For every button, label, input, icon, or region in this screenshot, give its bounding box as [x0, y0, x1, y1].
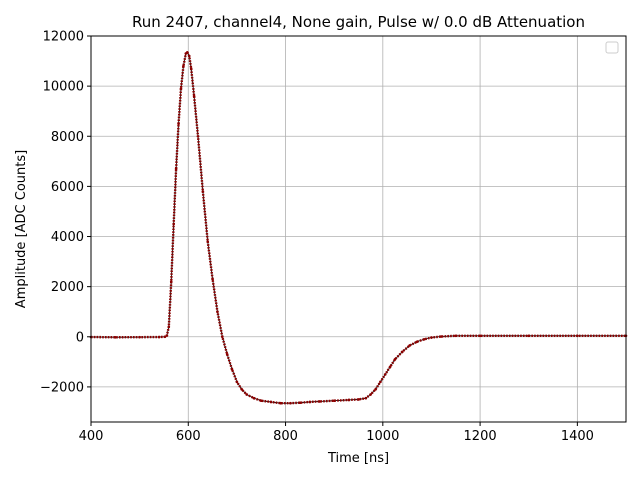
data-point	[379, 380, 382, 384]
chart-title: Run 2407, channel4, None gain, Pulse w/ …	[132, 13, 585, 31]
data-point	[400, 350, 404, 354]
data-point	[245, 393, 248, 396]
series-markers	[90, 51, 626, 405]
data-point	[383, 373, 387, 376]
data-point	[221, 335, 224, 339]
data-point	[165, 334, 169, 337]
data-point	[169, 280, 173, 283]
data-point	[196, 134, 200, 138]
data-point	[216, 310, 219, 314]
plot-frame	[90, 35, 627, 423]
data-point	[167, 325, 171, 329]
x-tick-label: 600	[176, 429, 201, 444]
data-point	[179, 87, 183, 90]
data-point	[174, 167, 178, 171]
y-tick-label: 8000	[51, 130, 84, 145]
legend-box[interactable]	[605, 41, 619, 54]
data-point	[182, 64, 185, 68]
data-point	[186, 50, 189, 54]
data-point	[422, 337, 426, 341]
data-point	[172, 222, 175, 226]
data-point	[201, 190, 205, 193]
data-point	[527, 334, 531, 338]
x-tick-label: 1400	[561, 429, 594, 444]
y-tick-label: −2000	[40, 380, 84, 395]
data-point	[454, 334, 458, 338]
y-tick-label: 6000	[51, 180, 84, 195]
data-point	[318, 400, 321, 403]
data-point	[177, 122, 180, 126]
y-tick-label: 12000	[43, 30, 84, 45]
data-series	[89, 50, 628, 405]
data-point	[211, 277, 214, 281]
x-tick-label: 1200	[464, 429, 497, 444]
x-tick-label: 1000	[366, 429, 399, 444]
data-point	[157, 335, 161, 339]
data-point	[259, 399, 263, 402]
y-axis-ticks: −2000 0 2000 4000 6000 8000 10000 12000	[40, 30, 91, 395]
data-point	[408, 344, 411, 347]
data-point	[364, 396, 368, 400]
data-point	[289, 401, 292, 405]
y-tick-label: 0	[76, 330, 84, 345]
data-point	[252, 396, 256, 400]
x-axis-ticks: 400 600 800 1000 1200 1400	[79, 422, 594, 444]
x-tick-label: 400	[79, 429, 104, 444]
data-point	[439, 335, 443, 338]
data-point	[279, 401, 282, 405]
data-point	[369, 393, 372, 396]
data-point	[393, 358, 397, 361]
y-tick-label: 4000	[51, 230, 84, 245]
data-point	[357, 398, 360, 401]
data-point	[576, 334, 579, 338]
data-point	[187, 54, 191, 58]
data-point	[230, 368, 234, 371]
y-tick-label: 2000	[51, 280, 84, 295]
data-point	[308, 400, 312, 404]
data-point	[225, 353, 229, 356]
data-point	[374, 388, 377, 391]
data-point	[240, 388, 244, 391]
data-point	[388, 365, 392, 369]
data-point	[415, 340, 419, 344]
y-axis-label: Amplitude [ADC Counts]	[14, 150, 29, 308]
data-point	[347, 398, 351, 402]
y-tick-label: 10000	[43, 80, 84, 95]
data-point	[192, 94, 196, 98]
x-axis-label: Time [ns]	[327, 451, 389, 466]
x-tick-label: 800	[273, 429, 298, 444]
data-point	[332, 399, 336, 402]
data-point	[235, 380, 239, 384]
data-point	[298, 401, 302, 405]
data-point	[478, 334, 482, 338]
data-point	[189, 67, 193, 70]
data-point	[269, 400, 273, 404]
data-point	[430, 336, 433, 339]
data-point	[114, 335, 117, 339]
data-point	[206, 240, 210, 243]
data-point	[138, 335, 141, 339]
data-point	[163, 335, 167, 339]
